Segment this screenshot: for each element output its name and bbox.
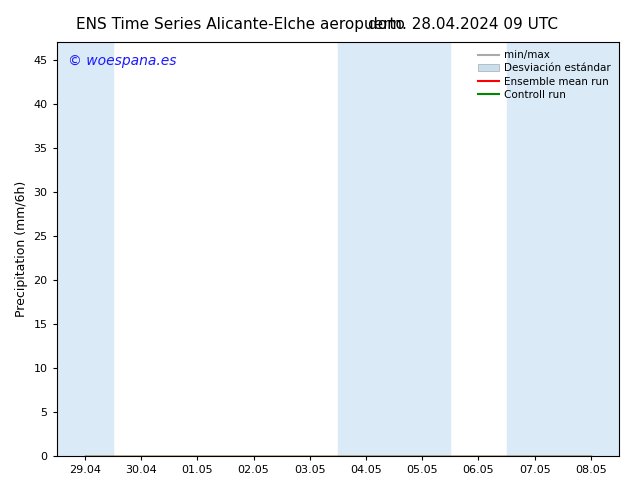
- Bar: [338, 42, 450, 456]
- Text: dom. 28.04.2024 09 UTC: dom. 28.04.2024 09 UTC: [368, 17, 558, 32]
- Y-axis label: Precipitation (mm/6h): Precipitation (mm/6h): [15, 181, 28, 317]
- Text: ENS Time Series Alicante-Elche aeropuerto: ENS Time Series Alicante-Elche aeropuert…: [76, 17, 405, 32]
- Text: © woespana.es: © woespana.es: [68, 54, 176, 69]
- Bar: [56, 42, 113, 456]
- Bar: [507, 42, 619, 456]
- Legend: min/max, Desviación estándar, Ensemble mean run, Controll run: min/max, Desviación estándar, Ensemble m…: [475, 47, 614, 103]
